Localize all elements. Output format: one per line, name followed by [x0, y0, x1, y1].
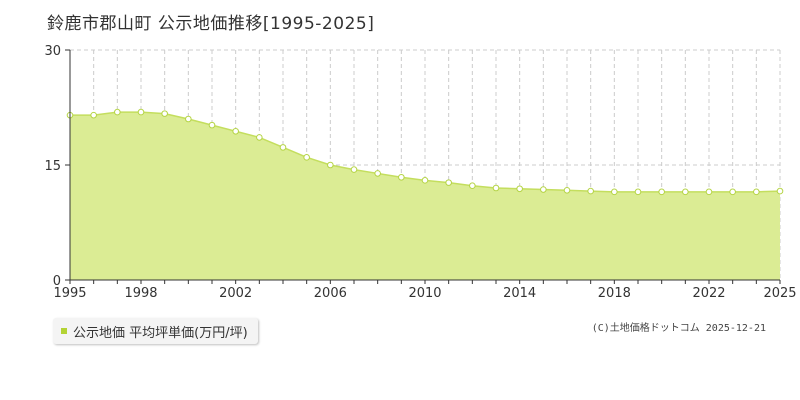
data-point [540, 186, 547, 193]
data-point [469, 182, 476, 189]
data-point [753, 188, 760, 196]
x-tick-label: 2006 [314, 286, 347, 301]
data-point [256, 134, 263, 141]
data-points [66, 108, 784, 196]
y-tick-labels: 0 15 30 [44, 44, 61, 289]
x-tick-label: 2014 [503, 286, 536, 301]
data-point [563, 187, 571, 194]
data-point [492, 184, 500, 192]
y-tick-label: 30 [44, 44, 61, 59]
data-point [634, 188, 642, 196]
data-point [611, 188, 618, 196]
data-point [587, 187, 594, 195]
y-tick-label: 0 [53, 274, 61, 289]
legend: 公示地価 平均坪単価(万円/坪) [53, 318, 258, 344]
data-point [90, 111, 97, 119]
data-point [327, 161, 334, 169]
data-point [303, 154, 310, 161]
data-point [658, 188, 665, 196]
data-point [374, 170, 381, 177]
x-tick-label: 2025 [763, 286, 796, 301]
legend-marker [61, 328, 67, 334]
legend-label: 公示地価 平均坪単価(万円/坪) [73, 325, 248, 341]
x-tick-label: 2022 [692, 286, 725, 301]
data-point [705, 188, 713, 196]
data-point [682, 188, 689, 196]
data-point [114, 108, 121, 116]
data-point [232, 127, 239, 135]
x-tick-label: 1998 [124, 286, 157, 301]
credit-text: (C)土地価格ドットコム 2025-12-21 [591, 323, 766, 334]
axes [65, 49, 781, 284]
chart-title: 鈴鹿市郡山町 公示地価推移[1995-2025] [47, 14, 375, 34]
data-point [445, 179, 452, 186]
data-point [421, 177, 429, 184]
x-tick-label: 2002 [219, 286, 252, 301]
data-point [161, 110, 168, 117]
y-tick-label: 15 [44, 159, 61, 174]
data-point [350, 166, 358, 173]
data-point [208, 121, 216, 129]
data-point [776, 187, 784, 195]
x-tick-label: 1995 [53, 286, 86, 301]
area-fill [70, 112, 780, 280]
data-point [398, 173, 405, 181]
x-tick-label: 2010 [408, 286, 441, 301]
data-point [729, 188, 736, 196]
x-tick-label: 2018 [598, 286, 631, 301]
data-point [279, 144, 287, 151]
data-point [137, 108, 145, 116]
x-tick-labels: 1995 1998 2002 2006 2010 2014 2018 2022 2025 [53, 286, 796, 301]
data-point [516, 185, 523, 193]
data-point [185, 115, 192, 123]
